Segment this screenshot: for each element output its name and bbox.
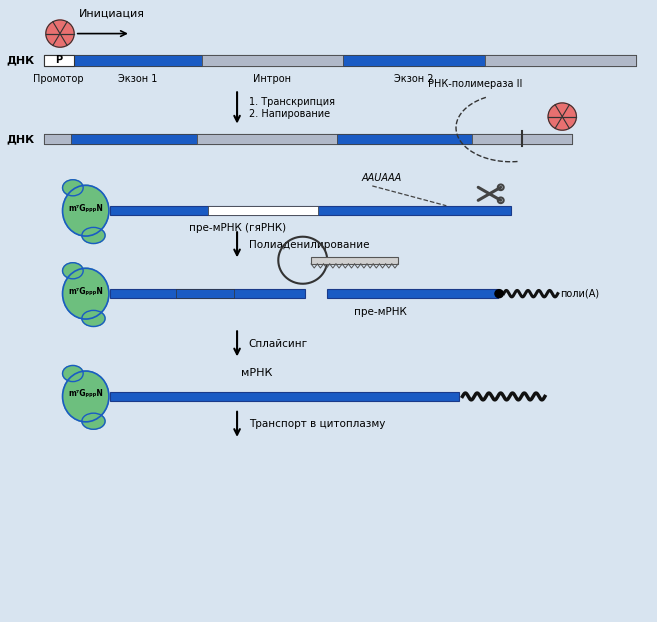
- Ellipse shape: [62, 371, 109, 422]
- Text: AAUAAA: AAUAAA: [362, 173, 402, 183]
- Bar: [197, 134, 337, 144]
- Bar: [71, 134, 197, 144]
- Text: Промотор: Промотор: [34, 75, 84, 85]
- Bar: [472, 134, 572, 144]
- Ellipse shape: [62, 185, 109, 236]
- Text: Интрон: Интрон: [254, 75, 292, 85]
- Bar: [485, 55, 636, 66]
- Text: поли(A): поли(A): [560, 289, 599, 299]
- Text: ДНК: ДНК: [6, 134, 34, 144]
- Bar: [110, 207, 510, 215]
- Bar: [74, 55, 202, 66]
- Bar: [311, 256, 398, 264]
- Bar: [110, 289, 305, 298]
- Text: РНК-полимераза II: РНК-полимераза II: [428, 80, 522, 90]
- Text: мРНК: мРНК: [240, 368, 272, 378]
- Bar: [202, 55, 344, 66]
- Text: m⁷GₚₚₚN: m⁷GₚₚₚN: [68, 287, 103, 295]
- Text: Транспорт в цитоплазму: Транспорт в цитоплазму: [248, 419, 385, 429]
- Bar: [110, 392, 459, 401]
- Ellipse shape: [62, 366, 83, 381]
- Text: Сплайсинг: Сплайсинг: [248, 339, 307, 349]
- Circle shape: [495, 290, 503, 298]
- Ellipse shape: [82, 228, 105, 243]
- Ellipse shape: [62, 180, 83, 196]
- Text: Экзон 2: Экзон 2: [394, 75, 434, 85]
- Ellipse shape: [62, 262, 83, 279]
- Bar: [44, 55, 636, 66]
- Text: Инициация: Инициация: [79, 9, 145, 19]
- Circle shape: [548, 103, 576, 130]
- Text: 1. Транскрипция: 1. Транскрипция: [248, 96, 334, 107]
- Bar: [208, 207, 317, 215]
- Text: m⁷GₚₚₚN: m⁷GₚₚₚN: [68, 204, 103, 213]
- Text: Полиаденилирование: Полиаденилирование: [248, 239, 369, 250]
- Bar: [176, 289, 234, 298]
- Circle shape: [46, 20, 74, 47]
- Bar: [44, 55, 74, 66]
- Text: Экзон 1: Экзон 1: [118, 75, 158, 85]
- Bar: [44, 134, 572, 144]
- Text: пре-мРНК (гяРНК): пре-мРНК (гяРНК): [189, 223, 286, 233]
- Text: пре-мРНК: пре-мРНК: [353, 307, 407, 317]
- Bar: [344, 55, 485, 66]
- Text: P: P: [55, 55, 62, 65]
- Text: 2. Напирование: 2. Напирование: [248, 109, 330, 119]
- Text: m⁷GₚₚₚN: m⁷GₚₚₚN: [68, 389, 103, 399]
- Bar: [327, 289, 498, 298]
- Text: ДНК: ДНК: [6, 55, 34, 65]
- Bar: [337, 134, 472, 144]
- Ellipse shape: [82, 310, 105, 327]
- Ellipse shape: [62, 268, 109, 319]
- Bar: [44, 134, 71, 144]
- Ellipse shape: [82, 413, 105, 429]
- Bar: [44, 55, 74, 66]
